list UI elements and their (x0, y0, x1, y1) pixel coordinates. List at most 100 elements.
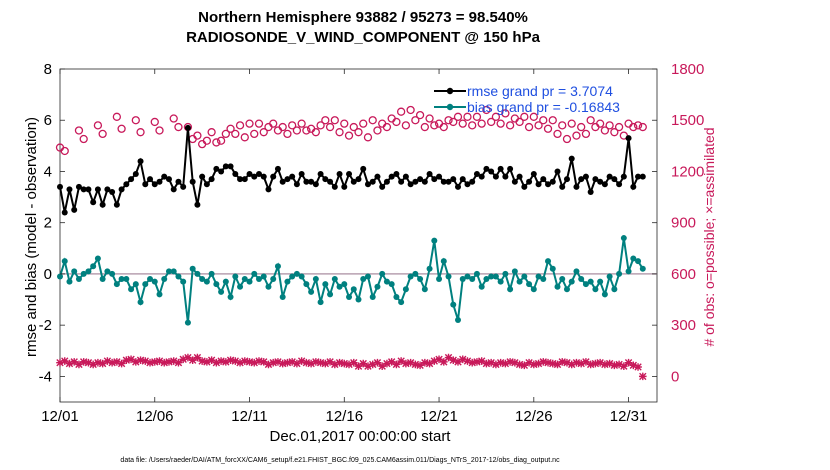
rmse-point (109, 188, 116, 195)
obs-possible-point (202, 136, 212, 145)
obs-assimilated-point (203, 358, 211, 366)
bias-point (440, 258, 447, 265)
bias-point (606, 273, 613, 280)
bias-point (426, 265, 433, 272)
rmse-point (128, 176, 135, 183)
rmse-point (208, 176, 215, 183)
obs-assimilated-point (638, 372, 647, 381)
bias-point (445, 273, 452, 280)
rmse-point (194, 201, 201, 208)
obs-assimilated-point (349, 358, 358, 367)
bias-point (274, 263, 281, 270)
obs-possible-point (605, 121, 614, 130)
bias-point (175, 273, 182, 280)
rmse-point (464, 181, 471, 188)
obs-possible-point (150, 117, 159, 127)
bias-point (473, 270, 480, 277)
rmse-point (303, 178, 310, 185)
obs-possible-point (482, 105, 491, 115)
obs-assimilated-point (226, 356, 235, 364)
obs-assimilated-point (70, 358, 79, 366)
rmse-point (237, 176, 244, 183)
obs-assimilated-point (530, 360, 538, 369)
obs-assimilated-point (582, 358, 590, 366)
obs-assimilated-point (406, 358, 415, 367)
rmse-point (398, 178, 405, 185)
obs-assimilated-point (250, 358, 259, 367)
obs-assimilated-point (269, 358, 278, 367)
y-left-tick-label: 8 (44, 61, 52, 78)
rmse-point (317, 171, 324, 178)
x-axis-label: Dec.01,2017 00:00:00 start (270, 428, 452, 445)
obs-possible-point (524, 122, 534, 132)
obs-assimilated-point (572, 358, 581, 367)
obs-assimilated-point (468, 358, 477, 367)
obs-possible-point (600, 126, 610, 135)
bias-point (251, 270, 258, 277)
legend: rmse grand pr = 3.7074 bias grand pr = -… (434, 83, 620, 115)
obs-possible-point (477, 119, 486, 128)
obs-assimilated-point (620, 362, 628, 370)
rmse-point (535, 181, 542, 188)
y-right-tick-label: 300 (671, 317, 696, 334)
obs-assimilated-point (368, 360, 377, 369)
bias-point (582, 281, 589, 288)
obs-assimilated-point (563, 358, 571, 367)
obs-possible-point (79, 134, 88, 144)
obs-assimilated-point (477, 357, 486, 365)
obs-assimilated-point (605, 359, 614, 368)
obs-possible-point (581, 129, 591, 139)
bias-point (630, 255, 637, 262)
rmse-point (123, 181, 130, 188)
bias-point (379, 270, 386, 277)
rmse-point (322, 176, 329, 183)
rmse-point (298, 171, 305, 178)
bias-point (227, 293, 234, 300)
y-right-tick-label: 0 (671, 368, 679, 385)
plot-area (55, 68, 658, 403)
rmse-point (170, 186, 177, 193)
obs-possible-point (60, 146, 69, 156)
rmse-point (426, 171, 433, 178)
obs-possible-point (562, 134, 572, 144)
obs-assimilated-point (397, 357, 405, 365)
obs-assimilated-point (634, 363, 642, 371)
obs-assimilated-point (345, 360, 353, 369)
rmse-point (374, 173, 381, 180)
bias-point (298, 273, 305, 280)
obs-assimilated-point (596, 358, 604, 367)
bias-point (203, 278, 210, 285)
bias-point (218, 288, 225, 295)
obs-possible-point (548, 116, 557, 125)
obs-assimilated-point (435, 355, 443, 364)
obs-possible-point (240, 133, 249, 142)
obs-assimilated-point (136, 356, 145, 364)
obs-possible-point (221, 129, 230, 139)
y-left-tick-label: 0 (44, 266, 52, 283)
obs-assimilated-point (387, 358, 396, 366)
obs-assimilated-point (150, 358, 159, 366)
rmse-point (625, 135, 632, 142)
bias-point (85, 268, 92, 275)
bias-point (483, 276, 490, 283)
obs-possible-point (487, 117, 496, 127)
obs-possible-point (553, 129, 562, 139)
obs-possible-point (302, 126, 311, 135)
bias-point (113, 281, 120, 288)
obs-assimilated-point (278, 359, 287, 368)
obs-possible-point (316, 121, 325, 130)
bias-line (59, 237, 644, 323)
bias-point (601, 291, 608, 298)
bias-point (578, 276, 585, 283)
obs-possible-point (297, 119, 306, 128)
obs-possible-point (250, 129, 259, 139)
rmse-point (57, 183, 63, 190)
obs-possible-point (633, 121, 643, 130)
rmse-point (568, 155, 575, 162)
legend-bias-marker (446, 103, 454, 111)
rmse-point (260, 173, 267, 180)
obs-possible-point (595, 119, 605, 128)
rmse-point (620, 173, 627, 180)
rmse-point (630, 183, 637, 190)
obs-possible-point (392, 117, 401, 127)
